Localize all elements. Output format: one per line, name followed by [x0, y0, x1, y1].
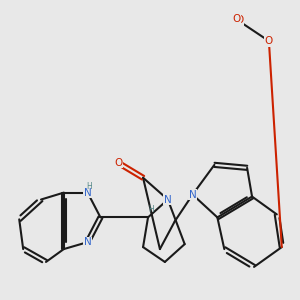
- Text: O: O: [265, 36, 273, 46]
- Text: N: N: [84, 188, 92, 198]
- Text: N: N: [164, 194, 172, 205]
- Text: N: N: [84, 237, 92, 247]
- Text: N: N: [84, 188, 92, 198]
- Text: O: O: [265, 36, 273, 46]
- Text: H: H: [148, 206, 154, 214]
- Text: O: O: [235, 15, 243, 25]
- Text: H: H: [86, 182, 92, 191]
- Text: O: O: [232, 14, 240, 24]
- Text: N: N: [189, 190, 196, 200]
- Text: O: O: [114, 158, 122, 168]
- Text: O: O: [265, 36, 273, 46]
